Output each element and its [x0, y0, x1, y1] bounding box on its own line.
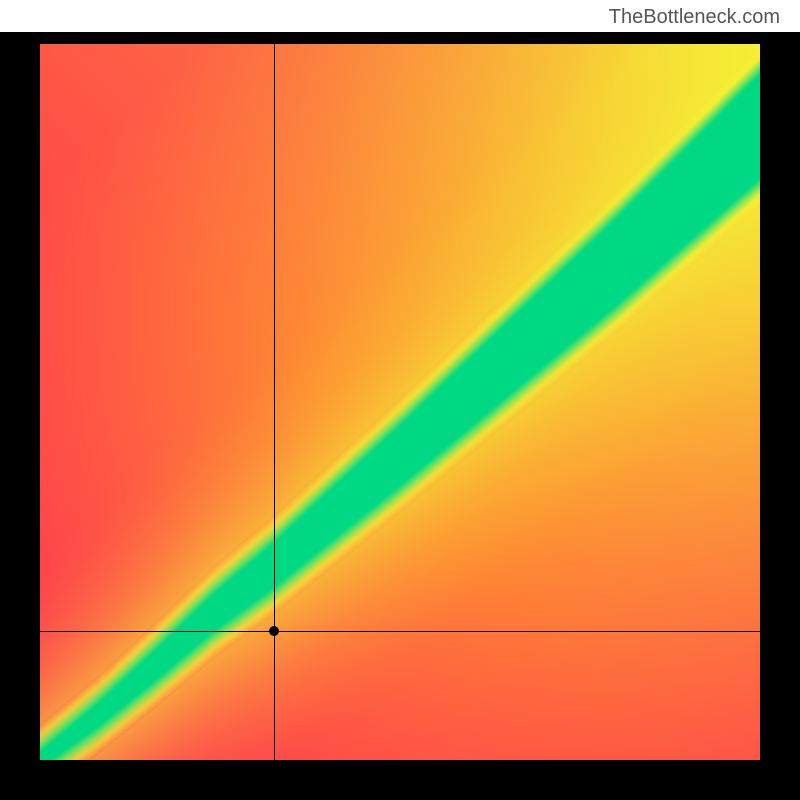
crosshair-horizontal	[40, 631, 760, 632]
chart-frame	[0, 32, 800, 800]
crosshair-vertical	[274, 44, 275, 760]
marker-dot	[269, 626, 279, 636]
watermark-text: TheBottleneck.com	[609, 6, 780, 29]
heatmap-plot-area	[40, 44, 760, 760]
heatmap-canvas	[40, 44, 760, 760]
